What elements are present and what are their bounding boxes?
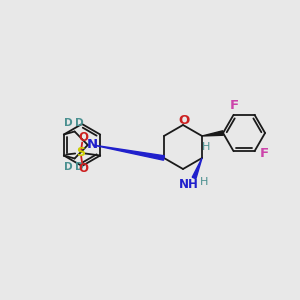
Text: O: O xyxy=(78,131,88,144)
Text: NH: NH xyxy=(179,178,199,191)
Text: D: D xyxy=(75,161,84,172)
Text: F: F xyxy=(230,99,239,112)
Text: F: F xyxy=(260,147,269,160)
Text: O: O xyxy=(178,113,190,127)
Text: D: D xyxy=(64,118,73,128)
Text: S: S xyxy=(76,146,85,159)
Text: D: D xyxy=(64,161,73,172)
Text: D: D xyxy=(75,118,84,128)
Polygon shape xyxy=(93,145,164,160)
Polygon shape xyxy=(202,131,224,136)
Text: N: N xyxy=(86,137,98,151)
Text: H: H xyxy=(202,142,210,152)
Text: O: O xyxy=(78,162,88,175)
Polygon shape xyxy=(192,158,202,179)
Text: H: H xyxy=(200,177,208,187)
